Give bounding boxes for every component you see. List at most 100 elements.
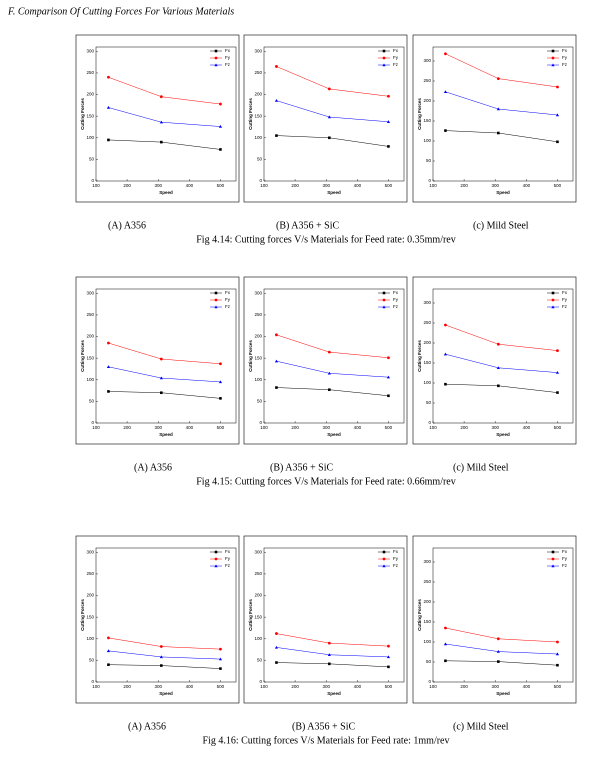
chart-frame	[412, 34, 577, 203]
legend-label: Fz	[225, 62, 231, 67]
data-point	[107, 663, 110, 667]
y-tick-label: 300	[423, 58, 431, 63]
x-tick-label: 400	[186, 183, 194, 188]
figure-caption: Fig 4.16: Cutting forces V/s Materials f…	[203, 735, 450, 746]
panel-label: (B) A356 + SiC	[292, 721, 355, 732]
legend-label: Fz	[393, 62, 399, 67]
y-tick-label: 150	[423, 360, 431, 365]
y-tick-label: 100	[254, 636, 262, 641]
x-axis-label: Speed	[159, 190, 173, 195]
legend-label: Fy	[225, 55, 231, 60]
y-tick-label: 150	[86, 113, 94, 118]
y-tick-label: 250	[86, 571, 94, 576]
data-point	[219, 102, 222, 106]
y-tick-label: 100	[423, 138, 431, 143]
legend-label: Fz	[562, 304, 568, 309]
data-point	[496, 77, 500, 80]
data-point	[275, 661, 278, 664]
y-tick-label: 100	[86, 636, 94, 641]
plot-frame	[432, 46, 574, 182]
plot-frame	[263, 547, 405, 683]
data-point	[327, 641, 331, 645]
panel-label: (c) Mild Steel	[453, 462, 509, 473]
plot-frame	[263, 288, 405, 424]
data-point	[555, 652, 560, 656]
y-tick-label: 200	[423, 599, 431, 604]
legend-marker	[214, 63, 218, 67]
y-tick-label: 0	[259, 420, 262, 425]
y-tick-label: 250	[86, 70, 94, 75]
x-tick-label: 400	[354, 183, 362, 188]
y-tick-label: 200	[423, 98, 431, 103]
panel-label: (A) A356	[134, 462, 172, 473]
y-tick-label: 100	[86, 135, 94, 140]
x-tick-label: 400	[523, 183, 531, 188]
legend-marker	[551, 49, 555, 53]
data-point	[496, 107, 500, 111]
legend-marker	[551, 63, 555, 67]
data-point	[327, 371, 331, 375]
data-point	[274, 359, 279, 363]
data-point	[555, 113, 560, 117]
legend-label: Fz	[225, 563, 231, 568]
x-tick-label: 300	[491, 183, 499, 188]
chart-frame	[75, 34, 240, 203]
legend-label: Fy	[393, 297, 399, 302]
x-tick-label: 300	[491, 684, 499, 689]
x-tick-label: 200	[123, 183, 131, 188]
data-point	[556, 663, 559, 667]
x-tick-label: 100	[92, 684, 100, 689]
y-tick-label: 250	[423, 320, 431, 325]
legend-label: Fx	[562, 290, 568, 295]
legend-label: Fx	[225, 290, 231, 295]
y-axis-label: Cutting Forces	[80, 599, 85, 631]
heading: F. Comparison Of Cutting Forces For Vari…	[7, 6, 234, 17]
data-point	[275, 632, 278, 635]
legend-marker	[214, 550, 218, 554]
y-tick-label: 250	[423, 78, 431, 83]
data-point	[386, 120, 391, 123]
legend-label: Fy	[393, 55, 399, 60]
x-axis-label: Speed	[327, 190, 341, 195]
panel-label: (c) Mild Steel	[453, 721, 509, 732]
x-axis-label: Speed	[496, 190, 510, 195]
y-tick-label: 300	[86, 291, 94, 296]
data-point	[219, 148, 222, 151]
data-point	[496, 637, 500, 641]
plot-frame	[95, 288, 237, 424]
data-point	[328, 662, 331, 666]
data-point	[159, 357, 163, 361]
data-point	[387, 145, 390, 148]
data-point	[387, 644, 390, 648]
x-tick-label: 400	[523, 684, 531, 689]
chart-frame	[412, 535, 577, 704]
y-tick-label: 200	[86, 593, 94, 598]
y-tick-label: 100	[423, 639, 431, 644]
y-tick-label: 250	[423, 579, 431, 584]
x-tick-label: 300	[322, 425, 330, 430]
data-point	[275, 65, 278, 68]
legend-marker	[214, 557, 218, 561]
data-point	[387, 665, 390, 669]
legend-label: Fy	[562, 556, 568, 561]
y-tick-label: 200	[86, 92, 94, 97]
y-tick-label: 50	[426, 659, 432, 664]
y-axis-label: Cutting Forces	[417, 98, 422, 130]
legend-marker	[382, 63, 386, 67]
y-tick-label: 300	[423, 559, 431, 564]
y-tick-label: 300	[86, 49, 94, 54]
chart-frame	[75, 276, 240, 445]
y-axis-label: Cutting Forces	[80, 98, 85, 130]
legend-marker	[551, 305, 555, 309]
y-tick-label: 200	[254, 92, 262, 97]
legend-label: Fx	[225, 549, 231, 554]
y-tick-label: 200	[254, 593, 262, 598]
data-point	[444, 129, 447, 132]
data-point	[496, 650, 500, 653]
data-point	[444, 626, 447, 630]
x-tick-label: 500	[385, 425, 393, 430]
x-axis-label: Speed	[159, 691, 173, 696]
x-tick-label: 200	[460, 684, 468, 689]
x-tick-label: 100	[92, 425, 100, 430]
